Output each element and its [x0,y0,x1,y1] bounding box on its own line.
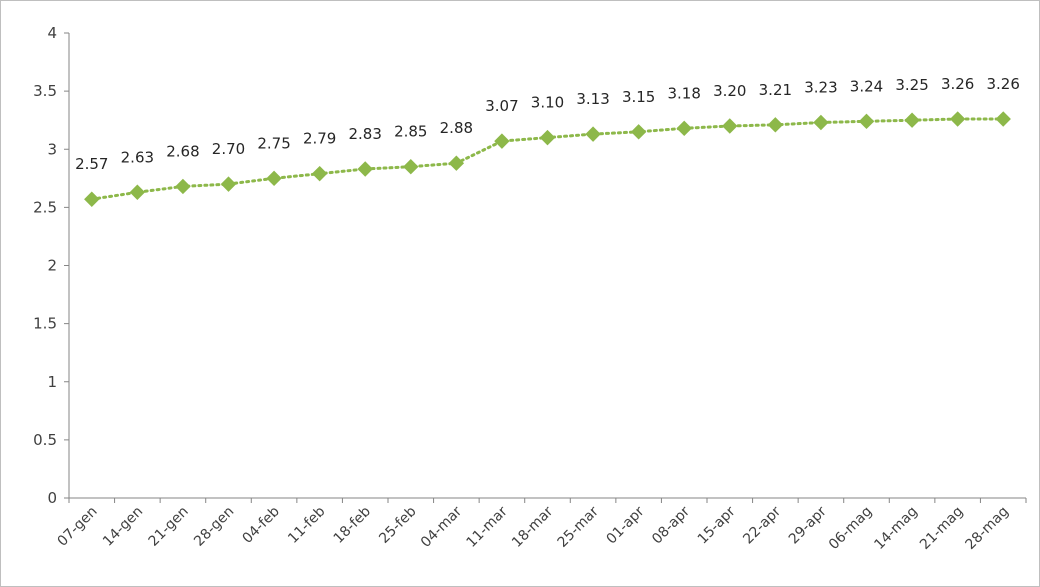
data-label: 3.26 [941,75,974,93]
data-label: 2.85 [394,123,427,141]
x-tick-label: 21-gen [146,504,192,550]
data-point-marker [630,124,647,140]
data-label: 3.15 [622,88,655,106]
data-label: 3.24 [850,77,883,95]
y-tick-label: 2.5 [33,198,57,216]
x-tick-label: 21-mag [917,504,966,553]
data-label: 3.20 [713,82,746,100]
data-label: 3.25 [895,76,928,94]
y-tick-label: 2 [47,257,57,275]
data-point-marker [767,117,784,133]
x-tick-label: 25-mar [555,503,602,550]
data-label: 3.10 [531,94,564,112]
x-tick-label: 29-apr [786,503,830,547]
data-point-marker [722,118,738,134]
data-point-marker [175,178,191,195]
x-tick-label: 11-feb [285,503,328,546]
y-tick-label: 0 [47,489,57,507]
data-point-marker [266,170,282,187]
data-point-marker [357,161,373,177]
data-label: 3.23 [804,79,837,97]
x-tick-label: 25-feb [376,503,419,546]
data-label: 2.70 [212,140,245,158]
y-axis: 0 0.5 1 1.5 2 2.5 3 3.5 4 [33,24,70,507]
data-point-marker [813,114,829,131]
x-tick-label: 15-apr [695,503,739,547]
data-point-marker [84,191,100,207]
data-label: 2.75 [257,134,290,152]
x-tick-label: 01-apr [604,503,648,547]
x-tick-label: 28-mag [963,504,1012,553]
data-point-marker [676,120,692,137]
x-tick-label: 14-gen [100,504,146,550]
x-axis: 07-gen 14-gen 21-gen 28-gen 04-feb 11-feb 18-f… [54,497,1027,553]
x-tick-label: 18-feb [331,503,374,546]
x-tick-label: 04-feb [240,503,283,546]
x-tick-label: 18-mar [509,503,556,550]
data-point-marker [585,126,601,142]
data-point-marker [494,133,510,149]
x-tick-label: 22-apr [740,503,784,547]
x-tick-label: 04-mar [418,503,465,550]
y-tick-label: 4 [47,24,57,42]
data-label: 3.07 [485,97,518,115]
x-tick-label: 08-apr [649,503,693,547]
data-point-marker [311,165,328,182]
data-point-marker [904,112,920,128]
data-label: 3.21 [759,81,792,99]
data-label: 2.57 [75,155,108,173]
x-tick-label: 07-gen [54,504,100,550]
data-point-marker [858,113,875,130]
data-label: 2.79 [303,130,336,148]
data-label: 2.88 [440,119,473,137]
data-point-marker [220,176,237,192]
data-label: 2.63 [121,148,154,166]
data-point-marker [403,158,419,175]
y-tick-label: 3 [47,140,57,158]
y-tick-label: 3.5 [33,82,57,100]
x-tick-label: 11-mar [463,503,510,550]
data-labels: 2.57 2.63 2.68 2.70 2.75 2.79 2.83 2.85 2.88 3.07… [75,75,1020,173]
data-label: 3.18 [668,84,701,102]
data-point-marker [995,111,1011,127]
data-point-marker [949,111,966,127]
x-tick-label: 28-gen [191,504,237,550]
x-tick-label: 14-mag [871,504,920,553]
x-tick-label: 06-mag [826,504,875,553]
y-tick-label: 1.5 [33,315,57,333]
y-tick-label: 0.5 [33,431,57,449]
data-point-marker [539,129,556,146]
data-point-marker [129,184,146,200]
data-point-marker [448,155,465,171]
data-label: 2.83 [349,125,382,143]
series [84,111,1011,207]
y-tick-label: 1 [47,373,57,391]
data-label: 3.26 [987,75,1020,93]
data-label: 2.68 [166,142,199,160]
data-label: 3.13 [576,90,609,108]
